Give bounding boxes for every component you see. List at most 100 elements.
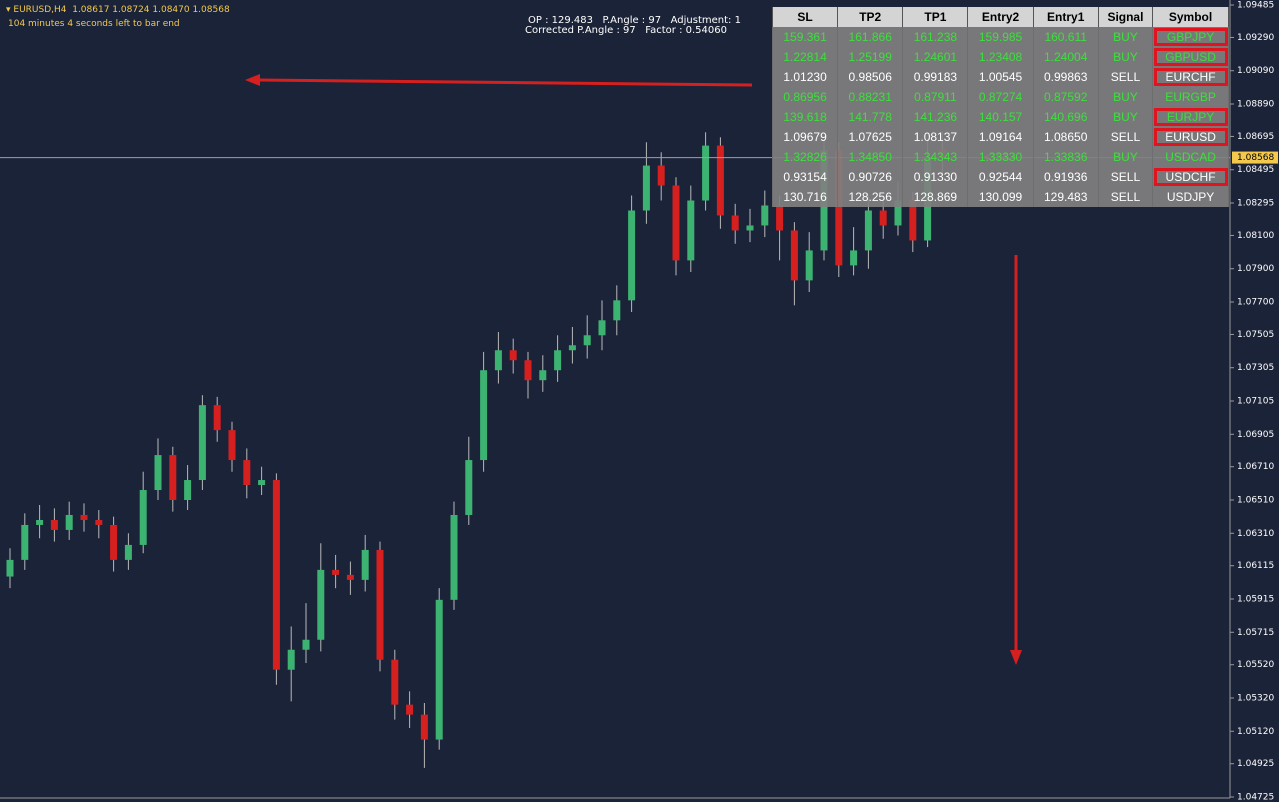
candle-body	[879, 210, 887, 226]
symbol-info: ▾ EURUSD,H4 1.08617 1.08724 1.08470 1.08…	[6, 5, 230, 15]
candle-body	[80, 514, 88, 520]
table-cell: 141.778	[837, 107, 904, 127]
table-cell: 0.90726	[837, 167, 904, 187]
candle-body	[465, 460, 473, 515]
candle-body	[95, 519, 103, 525]
table-cell: 0.87592	[1032, 87, 1099, 107]
y-tick-label: 1.05915	[1237, 595, 1274, 605]
y-tick-label: 1.07505	[1237, 330, 1274, 340]
table-cell: 1.22814	[771, 47, 839, 67]
table-cell: 0.87911	[902, 87, 969, 107]
candle-body	[332, 569, 340, 575]
candle-body	[613, 300, 621, 321]
candle-body	[494, 350, 502, 371]
table-cell: 0.99183	[902, 67, 969, 87]
table-row: 1.09679 1.07625 1.08137 1.09164 1.08650 SELL E…	[771, 127, 1229, 147]
column-header: Entry2	[967, 7, 1034, 27]
table-cell: SELL	[1097, 187, 1154, 207]
candle-body	[361, 549, 369, 580]
table-cell: 0.91330	[902, 167, 969, 187]
candle-body	[568, 345, 576, 351]
candle-body	[864, 210, 872, 251]
table-cell: 1.33330	[967, 147, 1034, 167]
table-cell: 0.86956	[771, 87, 839, 107]
candle-body	[50, 519, 58, 530]
table-cell: 161.866	[837, 27, 904, 47]
candle-body	[790, 230, 798, 281]
table-row: 0.86956 0.88231 0.87911 0.87274 0.87592 BUY EU…	[771, 87, 1229, 107]
y-tick-label: 1.08495	[1237, 165, 1274, 175]
table-cell: GBPUSD	[1152, 47, 1229, 67]
table-cell: USDCHF	[1152, 167, 1229, 187]
y-tick-label: 1.08890	[1237, 100, 1274, 110]
y-tick-label: 1.05715	[1237, 628, 1274, 638]
candle-body	[805, 250, 813, 281]
table-cell: 128.256	[837, 187, 904, 207]
candle-body	[776, 205, 784, 231]
candle-body	[272, 480, 280, 670]
y-tick-label: 1.08100	[1237, 231, 1274, 241]
candle-body	[124, 544, 132, 560]
table-cell: 140.696	[1032, 107, 1099, 127]
table-cell: 129.483	[1032, 187, 1099, 207]
signal-table: SL TP2 TP1 Entry2 Entry1 Signal Symbol 159.361 1…	[771, 7, 1229, 207]
panel-line: OP : 129.483 P.Angle : 97 Adjustment: 1	[528, 15, 741, 26]
column-header: Entry1	[1032, 7, 1099, 27]
table-cell: 0.88231	[837, 87, 904, 107]
candle-body	[598, 320, 606, 336]
candle-body	[198, 405, 206, 481]
table-cell: 0.92544	[967, 167, 1034, 187]
candle-body	[761, 205, 769, 226]
table-cell: 159.985	[967, 27, 1034, 47]
candle-body	[450, 514, 458, 600]
candle-body	[36, 519, 44, 525]
table-cell: 161.238	[902, 27, 969, 47]
candle-body	[346, 574, 354, 580]
table-cell: 1.24004	[1032, 47, 1099, 67]
table-cell: 1.25199	[837, 47, 904, 67]
column-header: Signal	[1097, 7, 1154, 27]
candle-body	[672, 185, 680, 261]
y-tick-label: 1.04725	[1237, 793, 1274, 802]
y-tick-label: 1.07900	[1237, 264, 1274, 274]
candle-body	[657, 165, 665, 186]
current-price-label: 1.08568	[1237, 153, 1274, 163]
candle-body	[376, 549, 384, 660]
y-tick-label: 1.06115	[1237, 561, 1274, 571]
table-cell: 0.98506	[837, 67, 904, 87]
y-tick-label: 1.07305	[1237, 363, 1274, 373]
candle-body	[628, 210, 636, 301]
table-cell: 0.87274	[967, 87, 1034, 107]
table-cell: 139.618	[771, 107, 839, 127]
column-header: SL	[771, 7, 839, 27]
y-tick-label: 1.05120	[1237, 727, 1274, 737]
candle-body	[213, 405, 221, 431]
candle-body	[554, 350, 562, 371]
candle-body	[228, 430, 236, 461]
table-cell: 1.08650	[1032, 127, 1099, 147]
candle-body	[509, 350, 517, 361]
y-tick-label: 1.08695	[1237, 132, 1274, 142]
candle-body	[420, 714, 428, 740]
candle-body	[746, 225, 754, 231]
candle-body	[169, 455, 177, 500]
table-cell: 1.23408	[967, 47, 1034, 67]
table-cell: 1.24601	[902, 47, 969, 67]
bar-timer: 104 minutes 4 seconds left to bar end	[8, 19, 180, 29]
candle-body	[406, 704, 414, 715]
table-cell: BUY	[1097, 107, 1154, 127]
table-cell: 0.91936	[1032, 167, 1099, 187]
candle-body	[302, 639, 310, 650]
candle-body	[21, 524, 29, 560]
candle-body	[835, 150, 843, 266]
y-tick-label: 1.07105	[1237, 397, 1274, 407]
table-cell: 160.611	[1032, 27, 1099, 47]
table-cell: BUY	[1097, 87, 1154, 107]
header-row: SL TP2 TP1 Entry2 Entry1 Signal Symbol	[771, 7, 1229, 27]
table-cell: 130.716	[771, 187, 839, 207]
symbol-line: EURUSD,H4 1.08617 1.08724 1.08470 1.0856…	[13, 5, 230, 15]
table-row: 139.618 141.778 141.236 140.157 140.696 BUY EU…	[771, 107, 1229, 127]
table-cell: SELL	[1097, 127, 1154, 147]
candle-body	[850, 250, 858, 266]
